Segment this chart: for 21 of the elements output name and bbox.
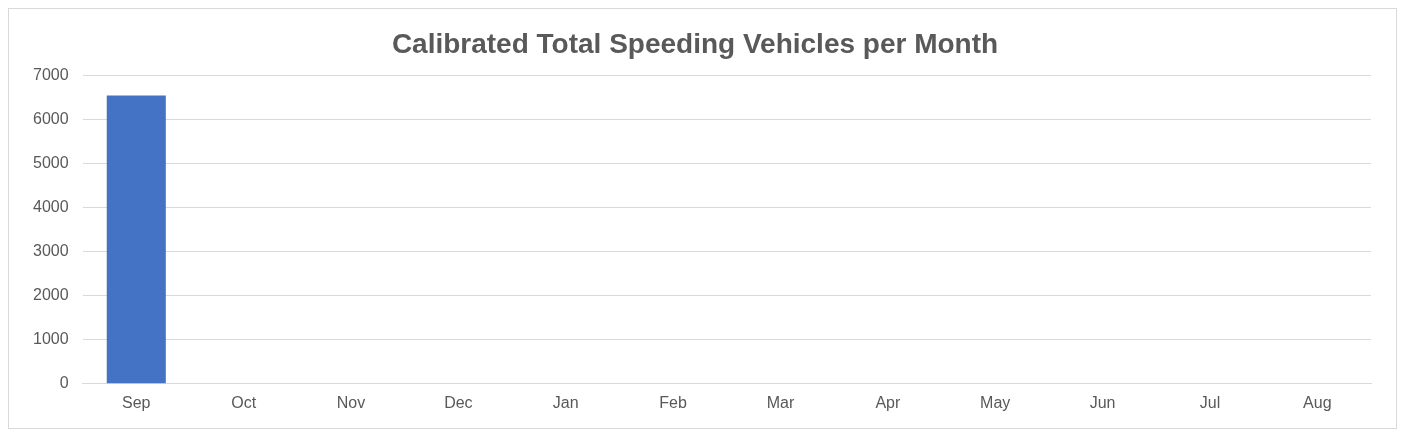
y-tick-label: 0 xyxy=(59,374,69,392)
x-tick-label: May xyxy=(980,393,1011,411)
y-tick-label: 5000 xyxy=(33,154,69,172)
y-tick-label: 3000 xyxy=(33,242,69,260)
chart-title: Calibrated Total Speeding Vehicles per Month xyxy=(391,27,999,59)
x-tick-label: Aug xyxy=(1303,393,1332,411)
x-tick-label: Feb xyxy=(659,393,687,411)
x-tick-label: Jan xyxy=(552,393,579,411)
x-tick-label: Oct xyxy=(231,393,257,411)
x-tick-label: Nov xyxy=(336,393,366,411)
y-tick-label: 7000 xyxy=(33,66,69,84)
y-tick-label: 1000 xyxy=(33,330,69,348)
y-tick-label: 6000 xyxy=(33,110,69,128)
x-tick-label: Dec xyxy=(444,393,473,411)
x-tick-label: Jun xyxy=(1089,393,1116,411)
x-tick-label: Mar xyxy=(766,393,795,411)
y-tick-label: 2000 xyxy=(33,286,69,304)
x-tick-label: Apr xyxy=(875,393,901,411)
x-tick-label: Sep xyxy=(122,393,151,411)
y-tick-label: 4000 xyxy=(33,198,69,216)
x-tick-label: Jul xyxy=(1199,393,1221,411)
